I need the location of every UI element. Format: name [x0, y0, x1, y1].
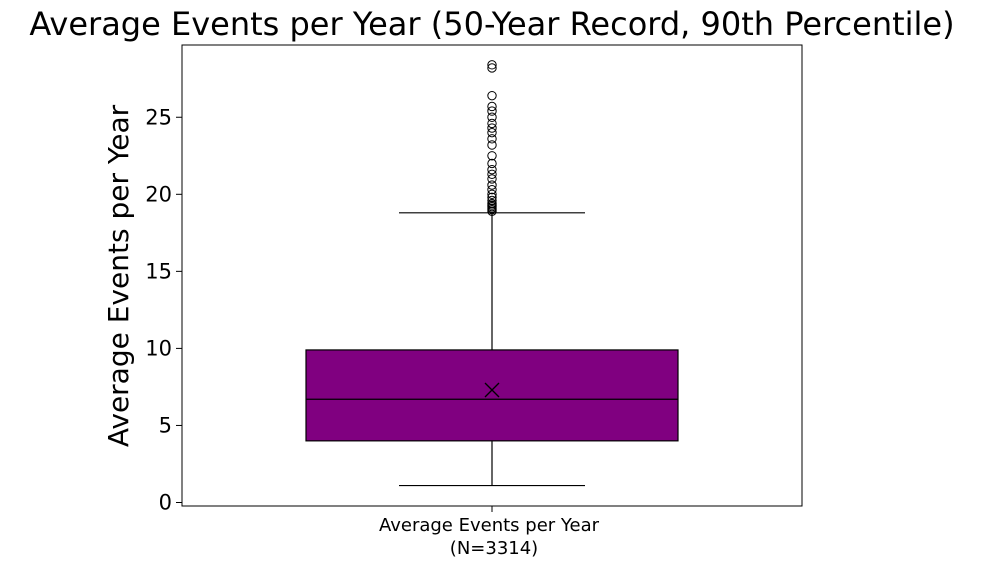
box-plot-marks [305, 60, 679, 487]
interquartile-box [305, 349, 679, 442]
outlier-point [487, 90, 497, 101]
y-tick-label: 5 [159, 413, 172, 437]
y-tick-label: 0 [159, 491, 172, 515]
x-tick-label: Average Events per Year [379, 515, 600, 536]
y-tick-label: 15 [145, 259, 172, 283]
chart-title: Average Events per Year (50-Year Record,… [29, 5, 954, 43]
x-tick-note: (N=3314) [450, 538, 538, 559]
outlier-point [487, 192, 497, 203]
outlier-point [487, 174, 497, 184]
outlier-point [487, 134, 497, 144]
outlier-point [487, 169, 497, 179]
outlier-point [487, 127, 497, 138]
outlier-point [487, 189, 497, 200]
outlier-point [487, 101, 497, 112]
outlier-point [487, 63, 497, 73]
y-axis-label: Average Events per Year [102, 104, 135, 447]
mean-marker [484, 382, 500, 398]
y-tick-label: 25 [145, 105, 172, 129]
outlier-point [487, 60, 497, 70]
outlier-point [487, 180, 497, 190]
outlier-point [487, 123, 497, 133]
outlier-point [487, 151, 497, 161]
y-tick-label: 10 [145, 336, 172, 360]
outlier-point [487, 198, 497, 209]
outlier-point [487, 164, 497, 175]
outlier-point [487, 140, 497, 150]
y-axis-ticks: 0 5 10 15 20 25 [145, 105, 493, 515]
outlier-point [487, 195, 497, 206]
outlier-point [487, 184, 497, 195]
outlier-point [487, 118, 497, 129]
outlier-point [487, 112, 497, 122]
outlier-point [487, 106, 497, 116]
outlier-point [487, 158, 497, 169]
y-tick-label: 20 [145, 182, 172, 206]
